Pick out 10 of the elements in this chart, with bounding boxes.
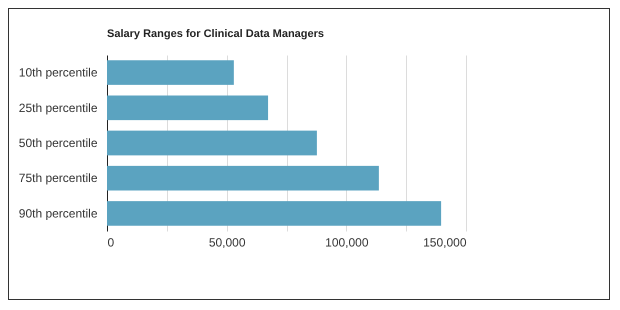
x-tick-label: 150,000 xyxy=(423,236,467,250)
y-tick-label: 90th percentile xyxy=(18,206,98,220)
chart-title: Salary Ranges for Clinical Data Managers xyxy=(107,28,324,40)
y-tick-label: 10th percentile xyxy=(18,66,98,80)
y-tick-label: 25th percentile xyxy=(18,100,98,115)
y-tick-label: 75th percentile xyxy=(18,171,98,186)
x-tick-label: 0 xyxy=(108,236,114,250)
y-tick-label: 50th percentile xyxy=(18,136,98,150)
x-tick-label: 50,000 xyxy=(208,236,246,250)
x-tick-label: 100,000 xyxy=(325,236,369,250)
